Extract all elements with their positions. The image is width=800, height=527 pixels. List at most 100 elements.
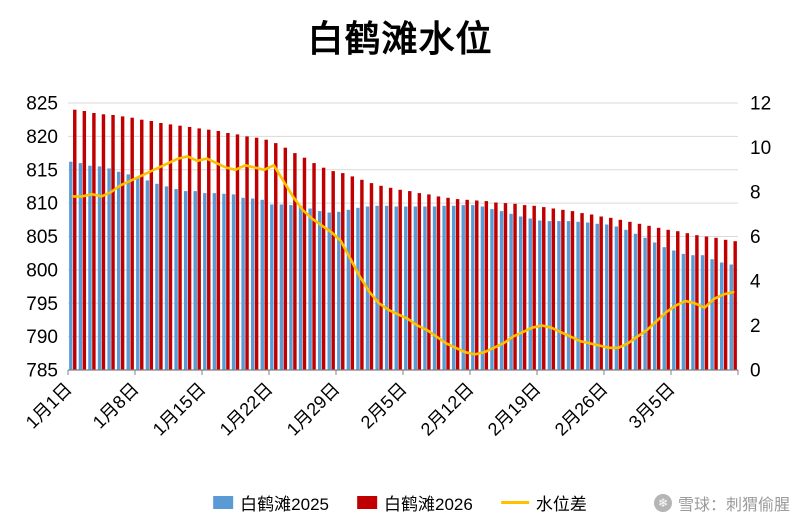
right-axis-label: 8 — [750, 183, 761, 204]
bar-2026 — [455, 199, 460, 370]
bar-2025 — [298, 205, 303, 370]
bar-2026 — [120, 116, 125, 371]
bar-2025 — [203, 193, 207, 370]
bar-2026 — [379, 185, 383, 370]
legend-label-diff: 水位差 — [535, 495, 587, 514]
bar-2026 — [140, 119, 144, 370]
watermark-text: 雪球：刺猬偷腥 — [677, 497, 790, 514]
bar-2025 — [652, 242, 657, 370]
bar-2026 — [293, 153, 297, 370]
bar-2026 — [274, 143, 278, 370]
bar-2025 — [413, 206, 418, 370]
bar-2025 — [461, 205, 465, 370]
bar-2025 — [78, 163, 83, 370]
legend-swatch-2025 — [213, 496, 234, 509]
bar-2025 — [490, 209, 494, 370]
bar-2025 — [480, 206, 485, 370]
bar-2025 — [672, 250, 676, 370]
bar-2025 — [183, 191, 188, 370]
bar-2026 — [283, 147, 288, 370]
bar-2026 — [561, 209, 565, 370]
bar-2026 — [321, 167, 326, 370]
watermark: ❄ 雪球：刺猬偷腥 — [653, 491, 790, 515]
x-axis-label: 1月22日 — [216, 379, 277, 440]
bar-2026 — [302, 157, 307, 370]
bar-2025 — [164, 186, 169, 370]
bar-2025 — [423, 206, 427, 370]
bar-2026 — [618, 219, 623, 370]
bar-2026 — [312, 163, 316, 370]
bar-2025 — [289, 205, 293, 370]
bar-2025 — [595, 223, 599, 370]
left-axis-label: 800 — [26, 260, 58, 281]
bar-2025 — [662, 247, 666, 370]
bar-2026 — [226, 133, 230, 370]
legend-label-2026: 白鹤滩2026 — [384, 495, 473, 514]
bar-2026 — [637, 223, 642, 370]
left-axis-label: 815 — [26, 160, 58, 181]
bar-2025 — [576, 221, 580, 370]
chart-area: 785 790 795 800 805 810 815 820 825 0 2 4 6 8 10 12 1月1日… — [0, 66, 800, 476]
bar-2026 — [484, 201, 489, 370]
left-axis-label: 820 — [26, 127, 58, 148]
x-axis-label: 1月8日 — [89, 379, 143, 433]
bar-2025 — [538, 220, 542, 370]
bar-2025 — [317, 211, 322, 370]
bar-2025 — [509, 213, 513, 370]
right-axis-label: 12 — [750, 94, 771, 115]
bar-2026 — [647, 225, 651, 370]
x-axis-label: 1月15日 — [149, 379, 210, 440]
bar-2026 — [532, 205, 536, 370]
bar-2025 — [624, 229, 628, 370]
bar-2026 — [695, 235, 699, 370]
bar-2026 — [168, 124, 173, 371]
legend: 白鹤滩2025 白鹤滩2026 水位差 — [213, 490, 587, 515]
bar-2026 — [216, 131, 221, 370]
bar-2026 — [666, 229, 670, 370]
bar-2026 — [111, 115, 115, 370]
bar-2026 — [609, 217, 613, 370]
bar-2025 — [729, 264, 733, 370]
right-axis-label: 0 — [750, 361, 761, 382]
bar-2026 — [360, 179, 364, 370]
bar-2025 — [193, 191, 197, 370]
bar-2025 — [155, 183, 159, 370]
bar-2026 — [149, 121, 154, 370]
bar-2026 — [388, 187, 393, 370]
legend-swatch-2026 — [357, 496, 377, 509]
bar-2026 — [427, 194, 431, 370]
left-axis-label: 785 — [26, 361, 58, 382]
bar-2025 — [270, 204, 274, 370]
bar-2025 — [356, 207, 360, 370]
x-axis-label: 1月1日 — [22, 379, 76, 433]
bar-2026 — [408, 191, 412, 370]
bar-2026 — [676, 231, 680, 370]
legend-label-2025: 白鹤滩2025 — [240, 495, 329, 514]
bar-2025 — [222, 193, 226, 370]
left-axis-label: 795 — [26, 294, 58, 315]
bar-2025 — [700, 255, 705, 370]
bar-2025 — [308, 208, 312, 370]
bar-2026 — [264, 139, 268, 370]
legend-item-2026: 白鹤滩2026 — [357, 490, 473, 515]
bar-2025 — [231, 194, 236, 370]
bar-2026 — [465, 199, 469, 370]
bar-2025 — [327, 212, 331, 370]
x-axis-label: 3月5日 — [625, 379, 679, 433]
bar-2025 — [499, 211, 504, 370]
bar-2025 — [585, 222, 590, 370]
bar-2026 — [570, 211, 575, 370]
bar-2025 — [337, 211, 341, 370]
bar-2025 — [547, 221, 552, 370]
bar-2025 — [250, 198, 255, 370]
bar-2026 — [494, 202, 498, 370]
bar-2025 — [691, 255, 695, 370]
bar-2026 — [159, 123, 163, 370]
bar-2026 — [503, 203, 508, 370]
bar-2025 — [681, 253, 686, 370]
bar-2025 — [614, 226, 619, 370]
bar-2026 — [733, 241, 737, 370]
legend-line-swatch-diff — [500, 501, 529, 504]
bar-2025 — [116, 171, 121, 370]
bar-2026 — [101, 114, 106, 370]
